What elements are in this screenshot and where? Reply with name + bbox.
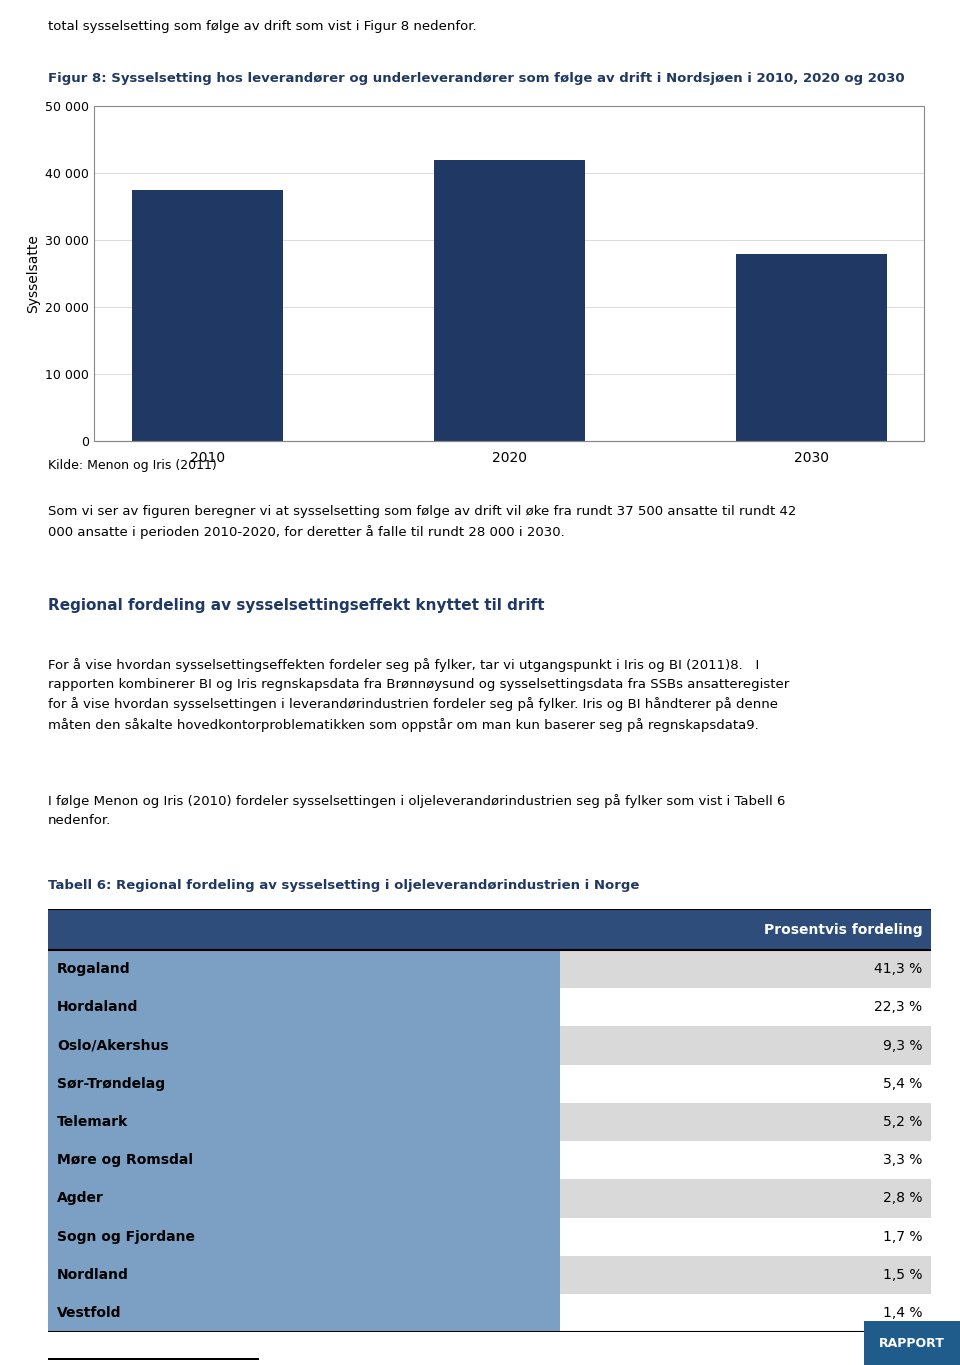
Bar (48, 1218, 561, 1256)
Text: 1,7 %: 1,7 % (883, 1230, 923, 1244)
Bar (48, 1065, 561, 1103)
Bar (561, 1103, 931, 1141)
Bar (561, 1218, 931, 1256)
Text: Sør-Trøndelag: Sør-Trøndelag (57, 1077, 165, 1091)
Bar (48, 950, 561, 988)
Text: 22,3 %: 22,3 % (875, 1001, 923, 1014)
Text: total sysselsetting som følge av drift som vist i Figur 8 nedenfor.: total sysselsetting som følge av drift s… (48, 20, 476, 34)
Text: Telemark: Telemark (57, 1115, 128, 1129)
Bar (561, 1294, 931, 1332)
Text: Prosentvis fordeling: Prosentvis fordeling (764, 923, 923, 936)
Bar (561, 1026, 931, 1065)
Text: 2,8 %: 2,8 % (883, 1192, 923, 1205)
Bar (132, 190, 283, 441)
Text: Tabell 6: Regional fordeling av sysselsetting i oljeleverandørindustrien i Norge: Tabell 6: Regional fordeling av sysselse… (48, 879, 639, 893)
Text: For å vise hvordan sysselsettingseffekten fordeler seg på fylker, tar vi utgangs: For å vise hvordan sysselsettingseffekte… (48, 658, 789, 732)
Bar (94, 106, 924, 441)
Bar (48, 1256, 561, 1294)
Y-axis label: Sysselsatte: Sysselsatte (26, 235, 39, 313)
Text: Nordland: Nordland (57, 1268, 129, 1282)
Text: 41,3 %: 41,3 % (875, 962, 923, 976)
Bar (561, 1256, 931, 1294)
Bar (48, 1103, 561, 1141)
Bar (561, 950, 931, 988)
Text: Vestfold: Vestfold (57, 1306, 121, 1320)
Bar (434, 160, 585, 441)
Text: Figur 8: Sysselsetting hos leverandører og underleverandører som følge av drift : Figur 8: Sysselsetting hos leverandører … (48, 72, 904, 86)
Text: Hordaland: Hordaland (57, 1001, 138, 1014)
Text: 1,5 %: 1,5 % (883, 1268, 923, 1282)
Bar (48, 1294, 561, 1332)
Text: Møre og Romsdal: Møre og Romsdal (57, 1153, 193, 1167)
Text: 1,4 %: 1,4 % (883, 1306, 923, 1320)
Text: Agder: Agder (57, 1192, 104, 1205)
Bar (561, 1141, 931, 1179)
Text: 5,4 %: 5,4 % (883, 1077, 923, 1091)
Bar (864, 1321, 960, 1365)
Bar (561, 1065, 931, 1103)
Text: Regional fordeling av sysselsettingseffekt knyttet til drift: Regional fordeling av sysselsettingseffe… (48, 598, 544, 613)
Text: Rogaland: Rogaland (57, 962, 131, 976)
Text: 3,3 %: 3,3 % (883, 1153, 923, 1167)
Bar (48, 1141, 561, 1179)
Bar (48, 988, 561, 1026)
Bar (48, 909, 931, 950)
Text: 9,3 %: 9,3 % (883, 1039, 923, 1052)
Text: Sogn og Fjordane: Sogn og Fjordane (57, 1230, 195, 1244)
Text: I følge Menon og Iris (2010) fordeler sysselsettingen i oljeleverandørindustrien: I følge Menon og Iris (2010) fordeler sy… (48, 794, 785, 827)
Text: 17: 17 (838, 1336, 854, 1350)
Text: 5,2 %: 5,2 % (883, 1115, 923, 1129)
Text: Oslo/Akershus: Oslo/Akershus (57, 1039, 168, 1052)
Bar (48, 1179, 561, 1218)
Text: RAPPORT: RAPPORT (879, 1336, 945, 1350)
Bar (735, 254, 887, 441)
Text: Kilde: Menon og Iris (2011): Kilde: Menon og Iris (2011) (48, 459, 217, 472)
Bar (48, 1026, 561, 1065)
Text: Som vi ser av figuren beregner vi at sysselsetting som følge av drift vil øke fr: Som vi ser av figuren beregner vi at sys… (48, 505, 797, 539)
Text: Menon Business Economics: Menon Business Economics (29, 1336, 220, 1350)
Bar (561, 1179, 931, 1218)
Bar (561, 988, 931, 1026)
